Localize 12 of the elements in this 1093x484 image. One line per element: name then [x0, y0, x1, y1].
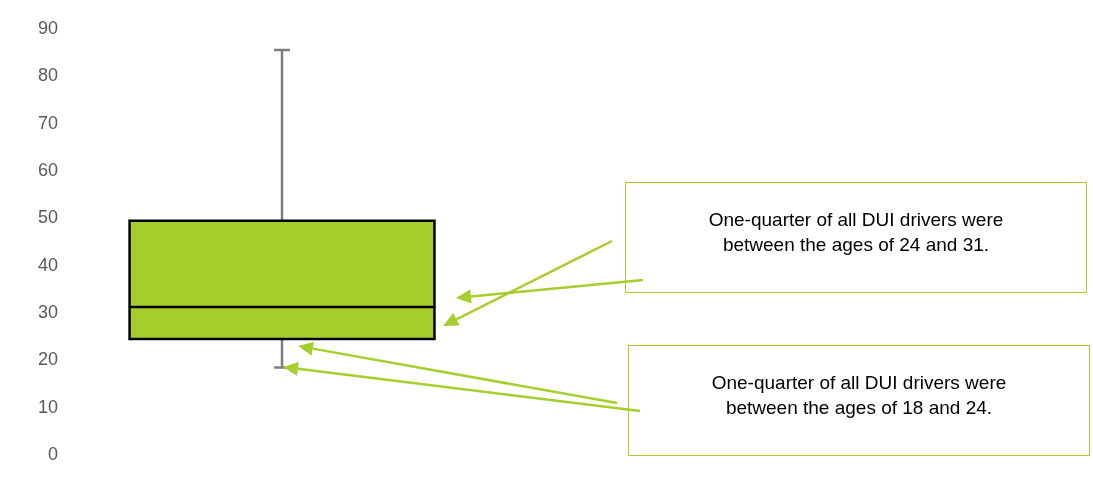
y-tick-label: 30 [37, 302, 59, 323]
y-tick-label: 70 [37, 112, 59, 133]
y-tick-label: 50 [37, 207, 59, 228]
y-tick-label: 20 [37, 349, 59, 370]
text: One-quarter of all DUI drivers were between the ages of 24 and 31. [625, 182, 1087, 293]
y-tick-label: 40 [37, 254, 59, 275]
y-tick-label: 90 [37, 17, 59, 38]
y-tick-label: 80 [37, 65, 59, 86]
y-tick-label: 10 [37, 396, 59, 417]
y-tick-label: 60 [37, 159, 59, 180]
y-tick-label: 0 [48, 444, 59, 465]
text: One-quarter of all DUI drivers were between the ages of 18 and 24. [628, 345, 1090, 456]
